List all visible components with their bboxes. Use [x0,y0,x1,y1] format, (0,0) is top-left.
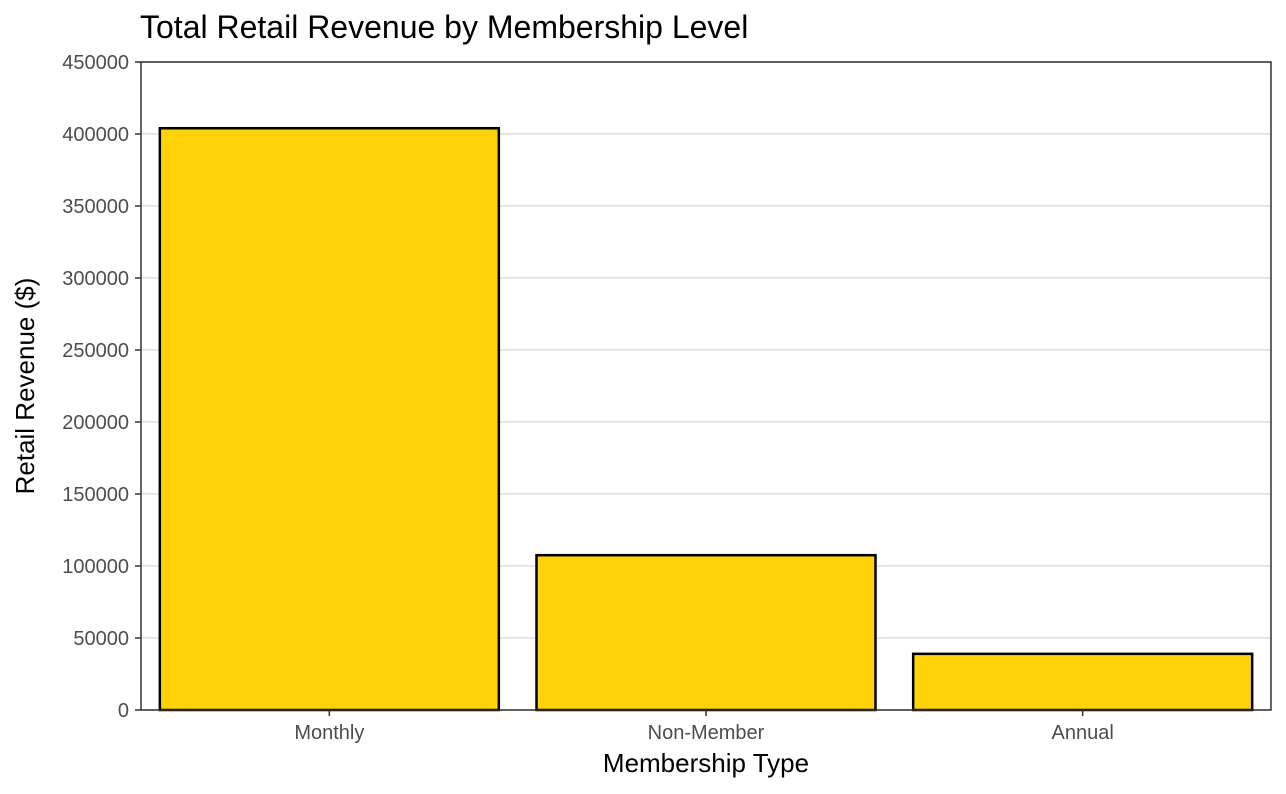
plot-panel-border [140,61,1272,711]
x-tick-label: Annual [1052,722,1114,744]
x-tick-label: Monthly [294,722,364,744]
y-axis-title: Retail Revenue ($) [10,278,40,495]
y-tick-label: 150000 [62,484,129,506]
x-axis-title: Membership Type [603,748,809,778]
x-tick-label: Non-Member [648,722,765,744]
y-tick-label: 50000 [73,628,129,650]
y-tick-label: 100000 [62,556,129,578]
y-tick-label: 350000 [62,196,129,218]
bar-annual [911,652,1254,712]
y-tick-label: 400000 [62,124,129,146]
y-tick-label: 200000 [62,412,129,434]
bars-layer [158,126,1254,712]
y-tick-label: 450000 [62,52,129,74]
x-axis-ticks: Monthly Non-Member Annual [294,710,1114,744]
chart-title: Total Retail Revenue by Membership Level [140,9,748,45]
bar-non-member [535,553,877,712]
y-tick-label: 250000 [62,340,129,362]
y-tick-label: 300000 [62,268,129,290]
y-axis-ticks: 0 50000 100000 150000 200000 250000 300000 3500… [62,52,141,722]
bar-monthly [158,126,501,712]
y-tick-label: 0 [118,700,129,722]
